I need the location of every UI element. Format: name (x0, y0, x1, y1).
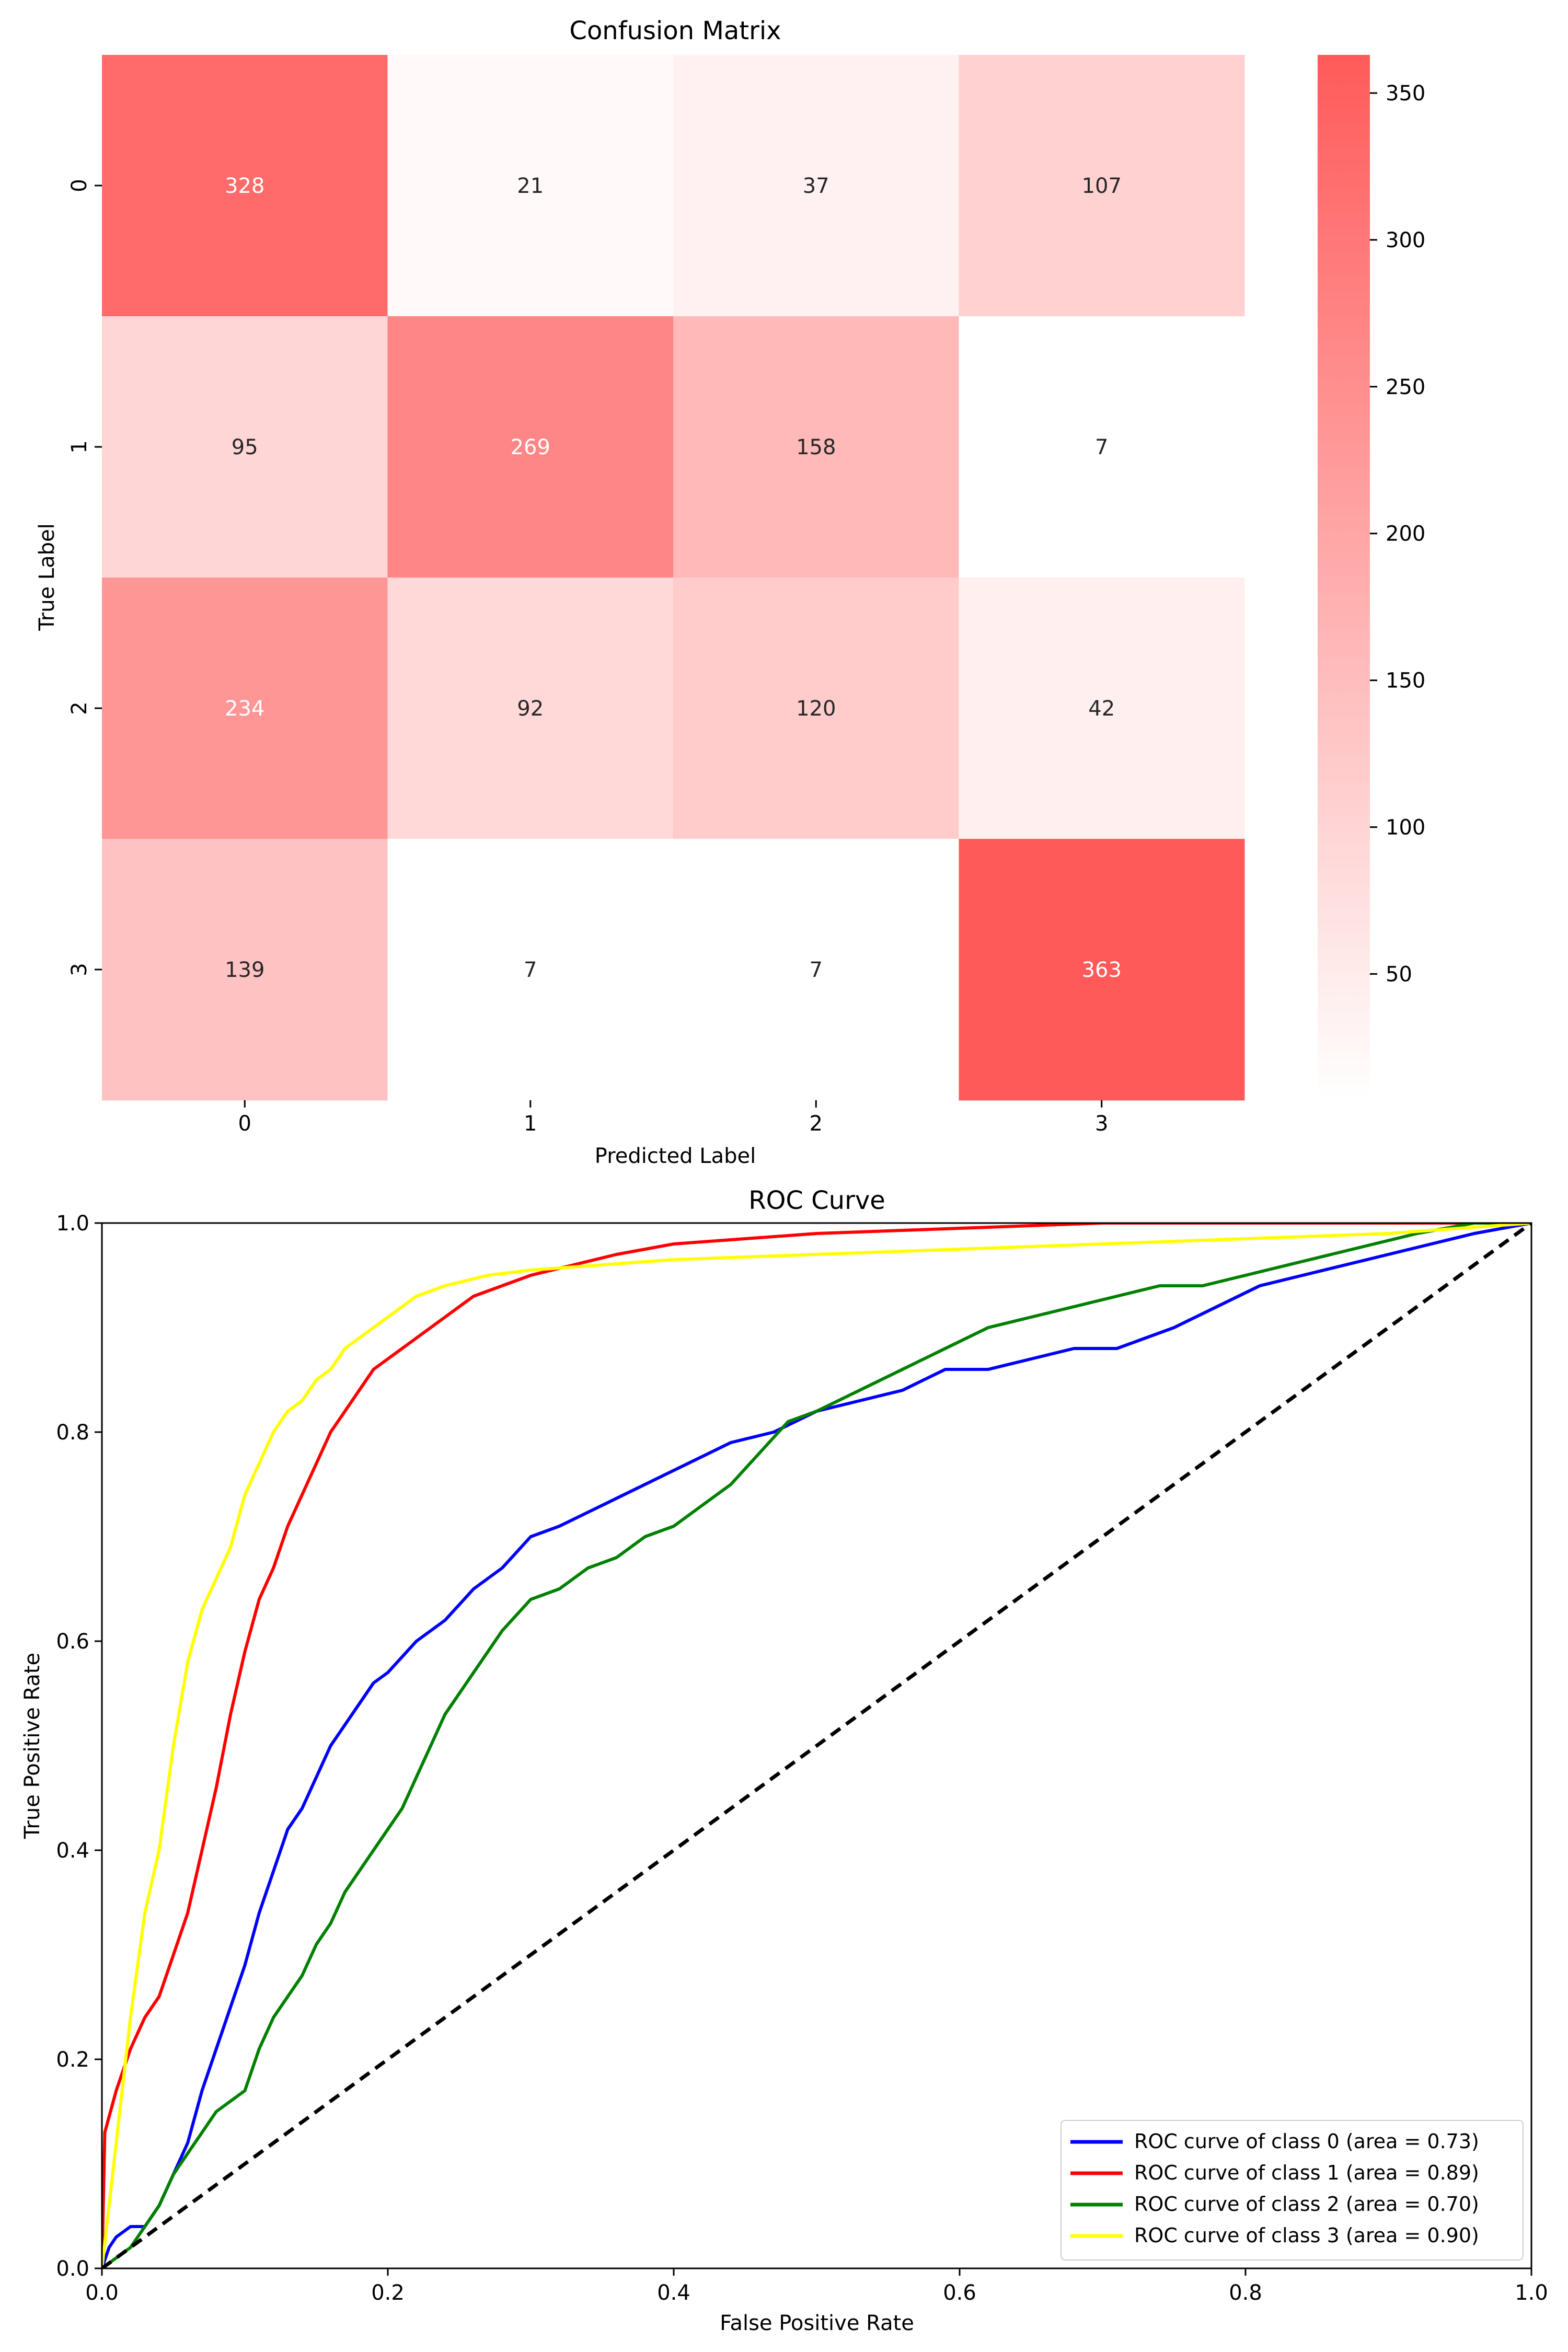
heatmap-cell (673, 55, 959, 317)
heatmap-cell (102, 578, 388, 839)
roc-x-ticks: 0.0 0.2 0.4 0.6 0.8 1.0 (85, 2268, 1548, 2305)
roc-y-tick-label: 0.8 (56, 1421, 89, 1445)
roc-x-tick-label: 0.4 (657, 2281, 690, 2305)
heatmap-cell-value: 234 (225, 697, 264, 721)
heatmap-cell (387, 316, 674, 578)
colorbar (1318, 55, 1370, 1100)
heatmap-x-tick-label: 2 (810, 1112, 823, 1136)
heatmap-cell (959, 316, 1245, 578)
heatmap-cell-value: 120 (796, 697, 836, 721)
heatmap-cell-value: 7 (524, 958, 537, 982)
heatmap-title: Confusion Matrix (569, 16, 781, 45)
roc-x-tick-label: 0.0 (85, 2281, 119, 2305)
roc-title: ROC Curve (748, 1186, 885, 1215)
legend-entry: ROC curve of class 0 (area = 0.73) (1134, 2130, 1479, 2153)
heatmap-cell (387, 55, 674, 317)
heatmap-cell-value: 328 (225, 174, 264, 198)
colorbar-tick-label: 350 (1386, 82, 1425, 106)
roc-y-tick-label: 0.2 (56, 2048, 89, 2072)
roc-x-tick-label: 0.8 (1229, 2281, 1262, 2305)
colorbar-tick-label: 250 (1386, 375, 1425, 399)
colorbar-tick-label: 100 (1386, 816, 1425, 840)
heatmap-cells: 328 21 37 107 95 269 158 7 234 92 120 42 139 7 7 363 (102, 55, 1245, 1101)
heatmap-cell (387, 839, 674, 1101)
heatmap-y-tick-label: 3 (67, 963, 91, 976)
heatmap-cell-value: 92 (517, 697, 544, 721)
roc-x-tick-label: 0.2 (371, 2281, 405, 2305)
heatmap-cell-value: 42 (1088, 697, 1115, 721)
legend-entry: ROC curve of class 2 (area = 0.70) (1134, 2193, 1479, 2216)
heatmap-y-tick-label: 1 (67, 440, 91, 453)
roc-series-line (102, 1223, 1531, 2268)
heatmap-x-tick-label: 0 (238, 1112, 251, 1136)
heatmap-y-tick-label: 0 (67, 179, 91, 192)
heatmap-y-axis-label: True Label (35, 523, 59, 631)
roc-x-tick-label: 0.6 (943, 2281, 976, 2305)
heatmap-cell (673, 316, 959, 578)
heatmap-cell-value: 21 (517, 174, 544, 198)
heatmap-cell-value: 107 (1082, 174, 1122, 198)
legend-entry: ROC curve of class 1 (area = 0.89) (1134, 2161, 1479, 2184)
heatmap-cell-value: 95 (232, 435, 258, 459)
roc-chance-line (102, 1223, 1531, 2268)
roc-x-tick-label: 1.0 (1515, 2281, 1548, 2305)
colorbar-tick-label: 300 (1386, 228, 1425, 252)
roc-y-axis-label: True Positive Rate (20, 1653, 44, 1839)
heatmap-cell (959, 839, 1245, 1101)
roc-axes-frame (101, 1222, 1532, 2269)
roc-y-tick-label: 0.4 (56, 1839, 89, 1863)
heatmap-cell (673, 578, 959, 839)
roc-legend: ROC curve of class 0 (area = 0.73) ROC cu… (1060, 2120, 1524, 2261)
heatmap-cell (673, 839, 959, 1101)
heatmap-cell-value: 269 (511, 435, 550, 459)
heatmap-cell (102, 316, 388, 578)
heatmap-cell-value: 363 (1082, 958, 1122, 982)
heatmap-cell-value: 37 (803, 174, 829, 198)
heatmap-y-tick-label: 2 (67, 701, 91, 714)
heatmap-x-ticks: 0 1 2 3 (238, 1100, 1108, 1136)
heatmap-x-tick-label: 1 (524, 1112, 537, 1136)
roc-y-tick-label: 0.6 (56, 1630, 89, 1654)
colorbar-tick-label: 50 (1386, 962, 1412, 986)
roc-series-line (102, 1223, 1531, 2268)
roc-series-line (102, 1223, 1531, 2268)
colorbar-ticks: 50 100 150 200 250 300 350 (1370, 82, 1425, 986)
heatmap-cell-value: 7 (810, 958, 823, 982)
heatmap-cell (102, 839, 388, 1101)
roc-series-line (102, 1223, 1531, 2268)
roc-y-tick-label: 1.0 (56, 1212, 89, 1236)
roc-x-axis-label: False Positive Rate (720, 2311, 914, 2335)
heatmap-cell (959, 578, 1245, 839)
heatmap-cell (102, 55, 388, 317)
heatmap-x-axis-label: Predicted Label (595, 1144, 756, 1168)
heatmap-cell (959, 55, 1245, 317)
roc-y-tick-label: 0.0 (56, 2257, 89, 2281)
heatmap-cell-value: 7 (1095, 435, 1108, 459)
heatmap-y-ticks: 0 1 2 3 (67, 179, 102, 976)
roc-lines (102, 1223, 1531, 2268)
roc-y-ticks: 0.0 0.2 0.4 0.6 0.8 1.0 (56, 1212, 102, 2281)
colorbar-tick-label: 200 (1386, 522, 1425, 546)
legend-entry: ROC curve of class 3 (area = 0.90) (1134, 2224, 1479, 2247)
heatmap-x-tick-label: 3 (1095, 1112, 1108, 1136)
colorbar-tick-label: 150 (1386, 669, 1425, 693)
legend-box (1060, 2120, 1524, 2261)
heatmap-cell-value: 158 (796, 435, 836, 459)
roc-curve-panel: ROC Curve 0.0 0.2 0.4 0.6 0.8 1.0 0.00.20.40.… (20, 1186, 1548, 2335)
heatmap-cell-value: 139 (225, 958, 264, 982)
heatmap-cell (387, 578, 674, 839)
